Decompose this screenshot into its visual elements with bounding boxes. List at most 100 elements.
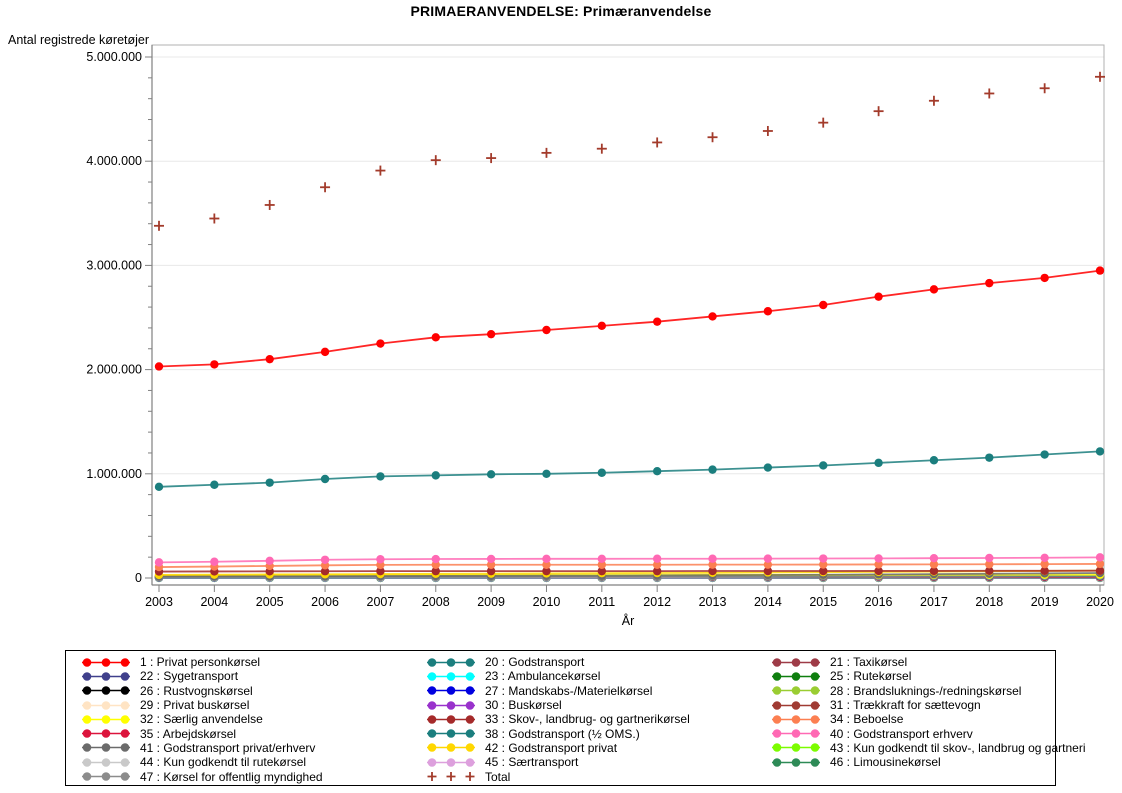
legend-column-2: 20 : Godstransport 23 : Ambulancekørsel 27… (424, 655, 690, 784)
data-point (874, 566, 883, 576)
legend-label-30: 30 : Buskørsel (485, 698, 562, 713)
legend-item-32: 32 : Særlig anvendelse (79, 712, 323, 726)
legend-label-35: 35 : Arbejdskørsel (140, 726, 237, 741)
x-tick-label: 2003 (145, 595, 173, 609)
data-point (985, 278, 994, 288)
legend-label-33: 33 : Skov-, landbrug- og gartnerikørsel (485, 712, 690, 727)
series-line (158, 569, 1101, 573)
y-tick-label: 5.000.000 (86, 50, 142, 64)
x-tick-label: 2017 (920, 595, 948, 609)
legend-marker-20 (427, 657, 475, 667)
data-point (708, 566, 717, 576)
data-point (874, 554, 883, 563)
legend-marker-41 (82, 743, 130, 753)
x-tick-label: 2020 (1086, 595, 1114, 609)
legend-marker-1 (82, 657, 130, 667)
legend-marker-34 (772, 715, 820, 724)
data-point (1095, 553, 1105, 562)
legend-item-42: 42 : Godstransport privat (424, 741, 690, 755)
legend-item-28: 28 : Brandsluknings-/redningskørsel (769, 684, 1086, 698)
x-tick-label: 2010 (533, 595, 561, 609)
x-tick-label: 2013 (699, 595, 727, 609)
legend-item-23: 23 : Ambulancekørsel (424, 669, 690, 683)
legend-item-Total: Total (424, 769, 690, 783)
y-tick-label: 1.000.000 (86, 467, 142, 481)
legend-item-30: 30 : Buskørsel (424, 698, 690, 712)
data-point (376, 472, 385, 481)
data-point (431, 566, 440, 576)
legend-label-20: 20 : Godstransport (485, 655, 585, 670)
legend-item-45: 45 : Særtransport (424, 755, 690, 769)
legend-marker-46 (772, 757, 820, 767)
data-point (708, 554, 717, 563)
y-tick-label: 0 (135, 571, 142, 585)
data-point (1095, 559, 1105, 569)
legend-label-21: 21 : Taxikørsel (830, 655, 908, 670)
data-point (542, 325, 551, 335)
legend-label-1: 1 : Privat personkørsel (140, 655, 261, 670)
legend-marker-21 (772, 657, 820, 667)
data-point (320, 567, 330, 576)
legend-item-31: 31 : Trækkraft for sættevogn (769, 698, 1086, 712)
data-point (265, 556, 274, 566)
data-point (1095, 566, 1105, 575)
plot-area: 0 1.000.000 2.000.000 3.000.000 4.000.000 5.0… (86, 44, 1114, 609)
series-line (158, 556, 1101, 564)
legend-item-34: 34 : Beboelse (769, 712, 1086, 726)
data-point (542, 469, 551, 478)
data-point (265, 354, 274, 364)
data-point (265, 478, 274, 487)
legend-marker-40 (772, 729, 820, 738)
legend-marker-30 (427, 700, 475, 710)
legend-item-20: 20 : Godstransport (424, 655, 690, 669)
data-point (597, 560, 607, 569)
data-point (874, 292, 883, 301)
data-point (929, 285, 939, 294)
y-axis-title: Antal registrede køretøjer (8, 33, 150, 47)
data-point (929, 560, 939, 569)
data-point (486, 566, 496, 576)
x-tick-label: 2016 (865, 595, 893, 609)
data-point (486, 470, 496, 479)
legend-label-43: 43 : Kun godkendt til skov-, landbrug og… (830, 740, 1086, 755)
data-point (320, 555, 330, 564)
data-point (819, 560, 828, 569)
series-Total (154, 71, 1105, 231)
data-point (1040, 566, 1049, 576)
legend-marker-47 (82, 772, 130, 781)
legend-item-27: 27 : Mandskabs-/Materielkørsel (424, 684, 690, 698)
x-tick-label: 2011 (588, 595, 615, 609)
legend-item-1: 1 : Privat personkørsel (79, 655, 323, 669)
series-line (158, 450, 1101, 488)
x-tick-label: 2004 (200, 595, 228, 609)
data-point (763, 554, 773, 563)
data-point (985, 566, 994, 576)
data-point (320, 474, 330, 484)
data-point (819, 300, 828, 310)
data-point (763, 463, 773, 472)
legend-marker-32 (82, 715, 130, 724)
legend-item-33: 33 : Skov-, landbrug- og gartnerikørsel (424, 712, 690, 726)
series-40 (154, 553, 1105, 567)
legend-marker-22 (82, 672, 130, 681)
legend-label-40: 40 : Godstransport erhverv (830, 726, 973, 741)
data-point (708, 560, 717, 569)
legend-marker-45 (427, 757, 475, 767)
x-tick-label: 2008 (422, 595, 450, 609)
series-1 (154, 266, 1105, 371)
series-33 (154, 566, 1105, 576)
data-point (652, 317, 662, 326)
legend-label-47: 47 : Kørsel for offentlig myndighed (140, 769, 323, 784)
legend-label-31: 31 : Trækkraft for sættevogn (830, 698, 981, 713)
series-line (158, 572, 1101, 578)
data-point (210, 360, 219, 369)
legend-label-46: 46 : Limousinekørsel (830, 755, 941, 770)
data-point (1040, 450, 1049, 459)
legend-column-1: 1 : Privat personkørsel 22 : Sygetranspor… (79, 655, 323, 784)
legend-item-35: 35 : Arbejdskørsel (79, 726, 323, 740)
legend-item-22: 22 : Sygetransport (79, 669, 323, 683)
data-point (376, 339, 385, 348)
data-point (154, 558, 164, 567)
data-point (652, 566, 662, 576)
